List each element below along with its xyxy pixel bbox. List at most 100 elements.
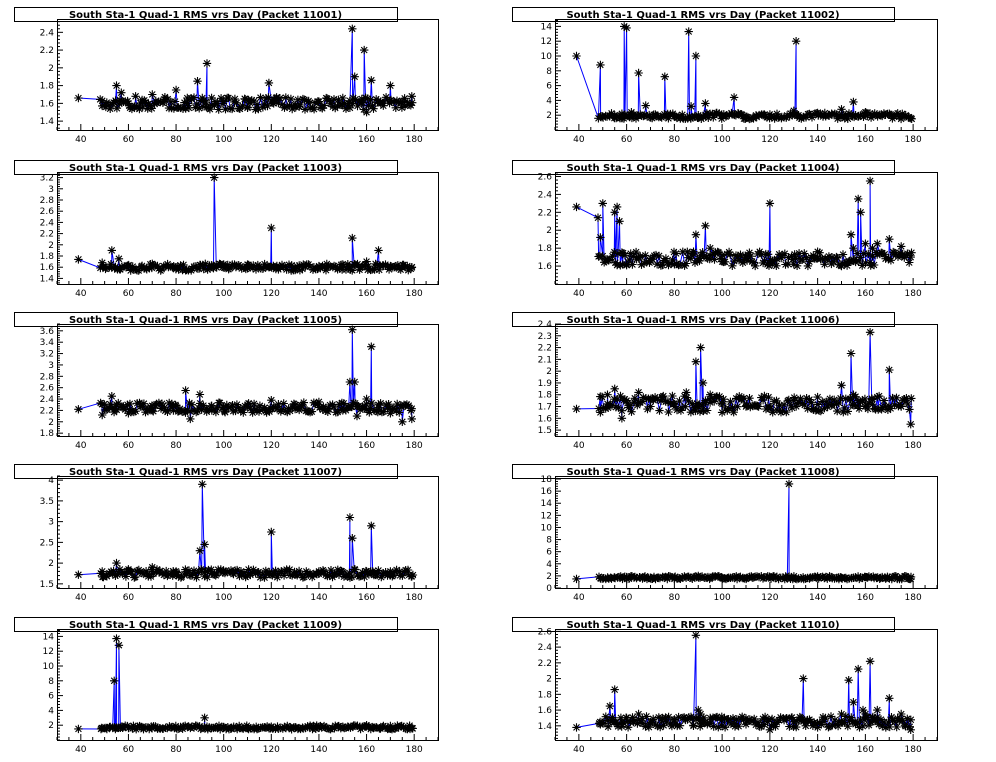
y-tick-label: 2.2: [40, 46, 54, 56]
data-point-marker: [320, 101, 329, 110]
data-point-marker: [674, 712, 683, 722]
data-point-marker: [653, 721, 662, 731]
data-point-marker: [832, 573, 841, 583]
data-point-marker: [74, 405, 83, 414]
x-tick-label: 160: [358, 745, 375, 755]
data-point-marker: [380, 723, 390, 732]
data-point-marker: [775, 250, 784, 259]
y-tick-label: 2.1: [538, 355, 552, 365]
data-point-marker: [841, 258, 850, 267]
data-point-marker: [183, 405, 192, 415]
x-tick-label: 100: [215, 441, 232, 451]
y-tick-label: 2: [546, 111, 552, 121]
data-point-marker: [74, 255, 83, 264]
y-tick-label: 2: [48, 241, 54, 251]
data-point-marker: [774, 716, 784, 725]
data-point-marker: [671, 249, 681, 258]
data-point-marker: [681, 402, 690, 411]
y-tick-label: 8: [546, 67, 552, 77]
x-tick-label: 160: [857, 135, 874, 145]
data-point-marker: [701, 396, 710, 405]
data-point-marker: [355, 263, 365, 272]
data-point-marker: [408, 724, 417, 733]
data-point-marker: [614, 403, 623, 412]
data-point-marker: [223, 260, 232, 270]
data-point-marker: [258, 103, 268, 112]
data-point-marker: [135, 721, 144, 731]
data-point-marker: [720, 257, 730, 266]
data-point-marker: [720, 714, 729, 723]
data-point-marker: [260, 99, 269, 109]
y-tick-label: 1.8: [40, 252, 55, 262]
data-point-marker: [802, 253, 811, 263]
data-point-marker: [132, 103, 142, 112]
data-point-marker: [608, 252, 617, 261]
data-point-marker: [617, 722, 626, 731]
data-point-marker: [864, 572, 874, 581]
data-point-marker: [846, 394, 855, 403]
data-point-marker: [906, 572, 916, 582]
data-point-marker: [572, 202, 581, 212]
data-point-marker: [364, 570, 374, 579]
data-point-marker: [851, 573, 860, 582]
data-point-marker: [663, 397, 673, 406]
data-point-marker: [696, 709, 705, 719]
data-point-marker: [367, 76, 376, 85]
data-point-marker: [293, 571, 302, 580]
y-tick-label: 1.9: [538, 379, 553, 389]
y-tick-label: 1.6: [40, 263, 55, 273]
data-series: [572, 631, 915, 734]
data-point-marker: [406, 406, 416, 415]
data-point-marker: [760, 712, 770, 722]
y-tick-label: 6: [546, 548, 552, 558]
y-tick-label: 1.6: [538, 706, 553, 716]
data-point-marker: [754, 572, 764, 582]
data-point-marker: [283, 102, 292, 111]
data-point-marker: [264, 93, 273, 102]
x-tick-label: 60: [123, 441, 135, 451]
data-point-marker: [664, 407, 673, 417]
data-point-marker: [670, 715, 679, 724]
data-point-marker: [126, 266, 135, 275]
y-tick-label: 16: [541, 487, 553, 497]
data-point-marker: [741, 714, 751, 723]
data-point-marker: [828, 400, 837, 409]
data-point-marker: [300, 95, 309, 104]
data-point-marker: [200, 540, 209, 549]
data-point-marker: [814, 574, 823, 583]
data-point-marker: [290, 404, 300, 414]
data-point-marker: [717, 721, 727, 730]
data-point-marker: [683, 247, 692, 256]
x-tick-label: 100: [215, 745, 232, 755]
data-point-marker: [686, 712, 696, 721]
data-point-marker: [719, 395, 728, 404]
data-point-marker: [272, 261, 282, 271]
data-point-marker: [572, 51, 581, 61]
data-point-marker: [860, 394, 870, 404]
data-point-marker: [202, 722, 212, 731]
data-point-marker: [135, 104, 144, 114]
data-point-marker: [906, 715, 915, 724]
y-tick-label: 14: [541, 22, 553, 32]
x-tick-label: 60: [621, 289, 633, 299]
data-point-marker: [661, 713, 670, 722]
data-point-marker: [639, 259, 649, 268]
data-point-marker: [717, 408, 727, 417]
data-point-marker: [233, 724, 242, 734]
data-point-marker: [230, 97, 239, 107]
data-point-marker: [301, 262, 310, 271]
chart-title-box: [14, 160, 398, 175]
data-point-marker: [861, 258, 870, 268]
data-point-marker: [846, 349, 856, 358]
x-tick-label: 40: [573, 593, 585, 603]
data-point-marker: [189, 566, 199, 575]
data-point-marker: [356, 405, 365, 414]
x-tick-label: 120: [761, 593, 778, 603]
data-point-marker: [272, 93, 281, 102]
data-point-marker: [809, 405, 818, 414]
x-tick-label: 180: [406, 441, 423, 451]
data-point-marker: [853, 249, 862, 258]
data-point-marker: [572, 574, 581, 584]
data-point-marker: [360, 45, 369, 55]
data-point-marker: [640, 110, 649, 120]
